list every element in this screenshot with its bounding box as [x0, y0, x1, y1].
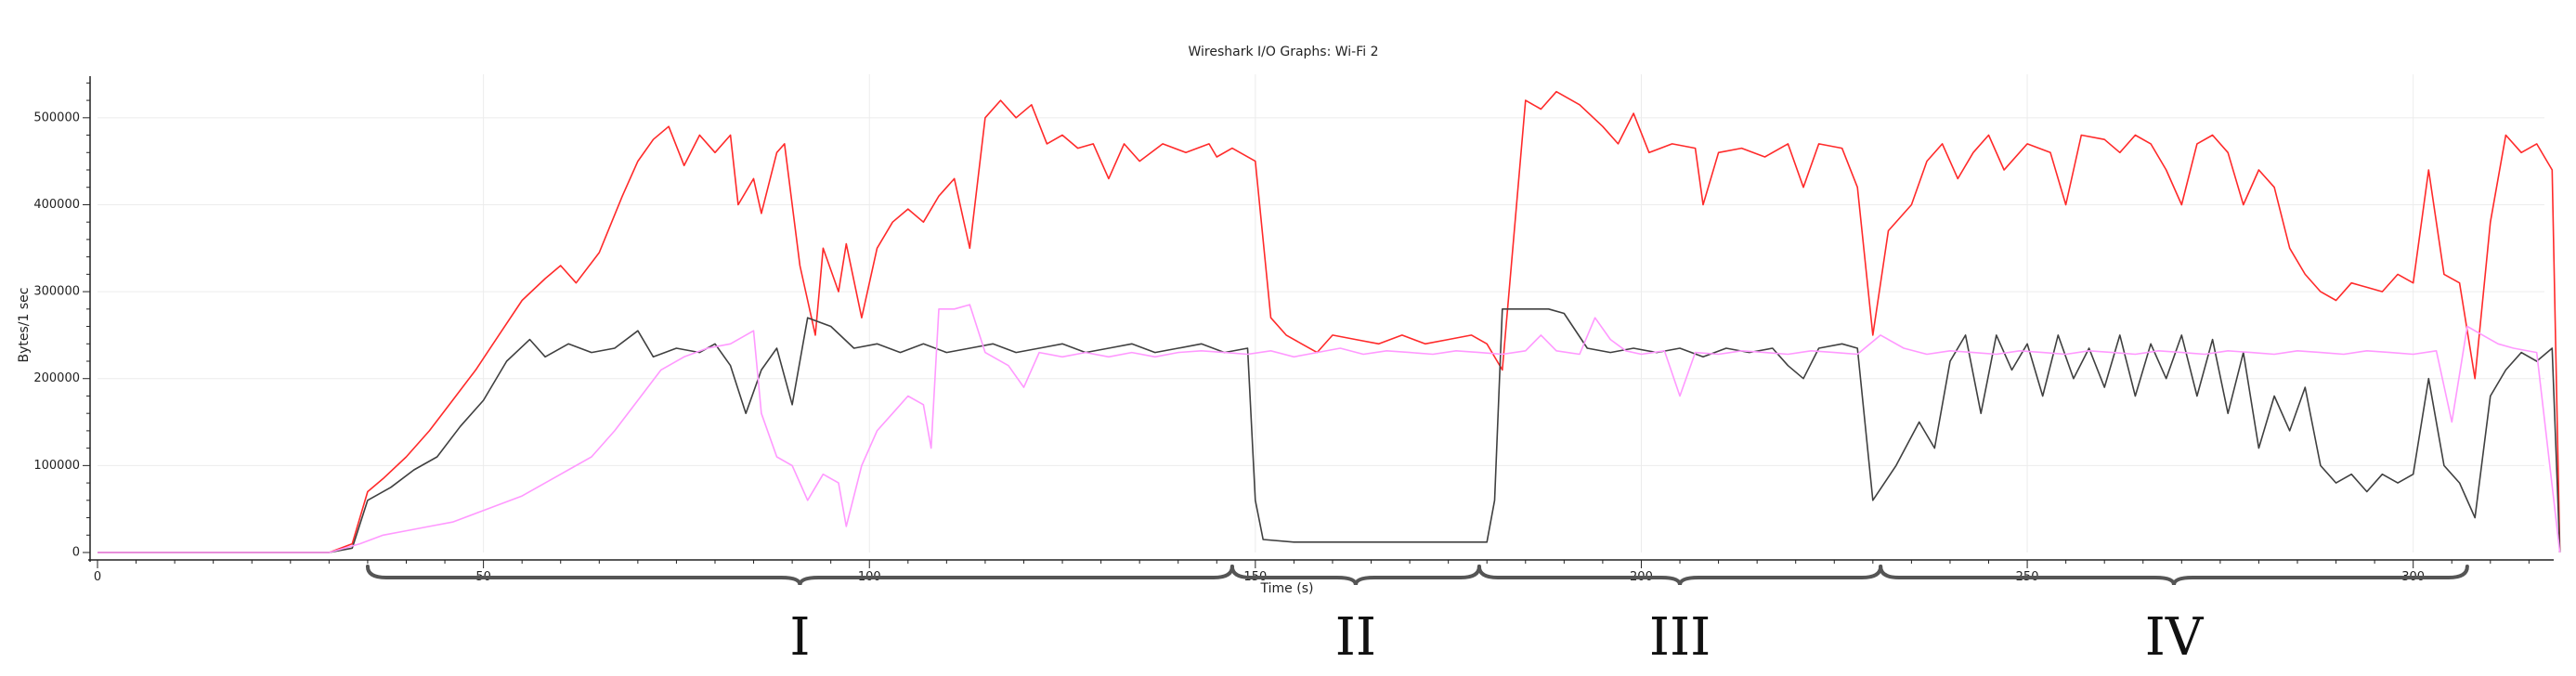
x-tick-label: 0 — [94, 570, 101, 584]
series-line-2 — [98, 308, 2561, 553]
phase-brace — [1477, 565, 1883, 586]
series-lines — [98, 90, 2561, 553]
y-tick-label: 300000 — [33, 285, 80, 299]
y-axis-ticks: 0 100000 200000 300000 400000 500000 — [33, 82, 90, 560]
phase-annotations: I II III IV — [365, 565, 2469, 668]
chart-title: Wireshark I/O Graphs: Wi-Fi 2 — [1188, 45, 1378, 59]
phase-brace — [1879, 565, 2469, 586]
y-tick-label: 100000 — [33, 459, 80, 473]
x-axis-label: Time (s) — [1260, 581, 1314, 596]
phase-label: II — [1335, 607, 1376, 668]
phase-label: III — [1649, 607, 1711, 668]
y-axis-label: Bytes/1 sec — [17, 288, 32, 363]
gridlines — [98, 74, 2544, 552]
phase-label: IV — [2145, 607, 2205, 668]
phase-label: I — [789, 607, 810, 668]
y-tick-label: 200000 — [33, 371, 80, 385]
y-tick-label: 400000 — [33, 198, 80, 212]
y-tick-label: 0 — [72, 546, 80, 560]
y-tick-label: 500000 — [33, 110, 80, 124]
phase-brace — [1229, 565, 1481, 586]
phase-brace — [365, 565, 1234, 586]
x-axis-ticks: 0 50 100 150 200 250 300 — [94, 560, 2530, 584]
series-line-1 — [98, 90, 2561, 553]
series-line-3 — [98, 304, 2561, 553]
axes — [88, 76, 2554, 562]
